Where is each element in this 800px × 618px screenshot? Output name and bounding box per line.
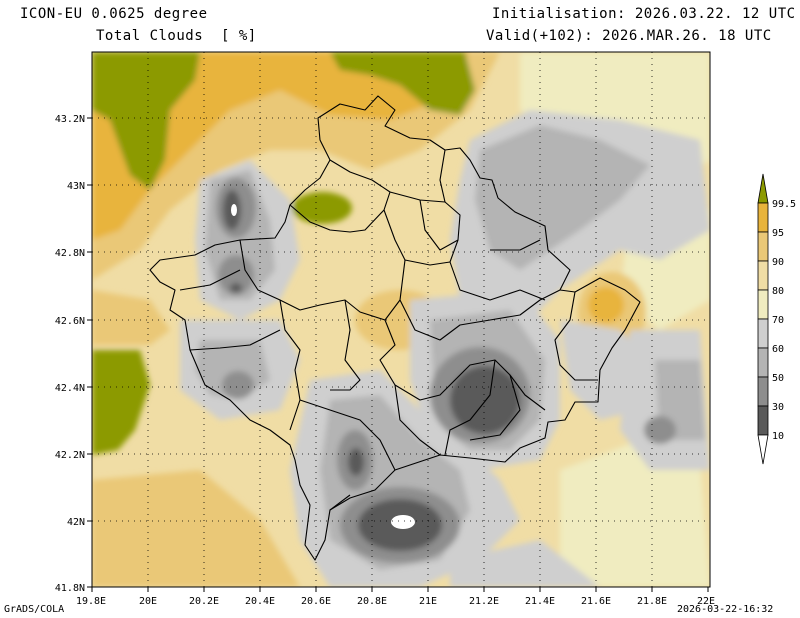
lat-label: 43.2N <box>55 114 85 125</box>
lat-label: 42.6N <box>55 316 85 327</box>
credit-label: GrADS/COLA <box>4 604 65 615</box>
lon-label: 20.4E <box>245 596 275 607</box>
lat-label: 42.8N <box>55 248 85 259</box>
color-legend: 99.5 95 90 80 70 60 50 30 10 <box>757 173 796 465</box>
legend-label: 60 <box>772 344 784 355</box>
legend-swatch <box>757 318 769 349</box>
legend-swatch <box>757 202 769 233</box>
legend-label: 95 <box>772 228 784 239</box>
field-title: Total Clouds [ %] <box>96 28 257 44</box>
model-title: ICON-EU 0.0625 degree <box>20 6 208 22</box>
legend-swatch <box>757 347 769 378</box>
legend-swatch <box>757 289 769 320</box>
legend-label: 30 <box>772 402 784 413</box>
legend-label: 10 <box>772 431 784 442</box>
cloud-field <box>92 52 710 587</box>
lon-label: 21.4E <box>525 596 555 607</box>
lon-axis: 19.8E 20E 20.2E 20.4E 20.6E 20.8E 21E 21… <box>76 596 715 607</box>
render-timestamp: 2026-03-22-16:32 <box>677 604 774 615</box>
lon-label: 20.6E <box>301 596 331 607</box>
lat-label: 42N <box>67 517 85 528</box>
lon-label: 22E <box>697 596 715 607</box>
legend-top-arrow <box>757 173 769 204</box>
valid-time: Valid(+102): 2026.MAR.26. 18 UTC <box>486 28 772 44</box>
legend-bottom-arrow <box>757 434 769 465</box>
lat-label: 42.2N <box>55 450 85 461</box>
lon-label: 21E <box>419 596 437 607</box>
legend-label: 99.5 <box>772 199 796 210</box>
legend-label: 80 <box>772 286 784 297</box>
lat-label: 42.4N <box>55 383 85 394</box>
lat-axis: 43.2N 43N 42.8N 42.6N 42.4N 42.2N 42N 41… <box>55 114 85 594</box>
lon-label: 20.8E <box>357 596 387 607</box>
init-time: Initialisation: 2026.03.22. 12 UTC <box>492 6 796 22</box>
legend-label: 50 <box>772 373 784 384</box>
lon-label: 19.8E <box>76 596 106 607</box>
lon-label: 21.6E <box>581 596 611 607</box>
lon-label: 21.8E <box>637 596 667 607</box>
graticule <box>92 52 710 587</box>
legend-swatch <box>757 376 769 407</box>
lon-label: 20E <box>139 596 157 607</box>
legend-label: 90 <box>772 257 784 268</box>
legend-label: 70 <box>772 315 784 326</box>
legend-swatch <box>757 260 769 291</box>
legend-swatch <box>757 405 769 436</box>
lat-label: 43N <box>67 181 85 192</box>
lon-label: 20.2E <box>189 596 219 607</box>
legend-swatch <box>757 231 769 262</box>
lon-label: 21.2E <box>469 596 499 607</box>
lat-label: 41.8N <box>55 583 85 594</box>
